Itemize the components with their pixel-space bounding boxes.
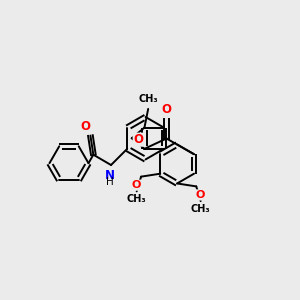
Text: O: O (132, 180, 141, 190)
Text: O: O (80, 120, 90, 133)
Text: CH₃: CH₃ (139, 94, 159, 104)
Text: N: N (105, 169, 115, 182)
Text: O: O (133, 133, 143, 146)
Text: CH₃: CH₃ (127, 194, 146, 204)
Text: H: H (106, 177, 113, 188)
Text: CH₃: CH₃ (191, 204, 211, 214)
Text: O: O (196, 190, 206, 200)
Text: O: O (161, 103, 172, 116)
